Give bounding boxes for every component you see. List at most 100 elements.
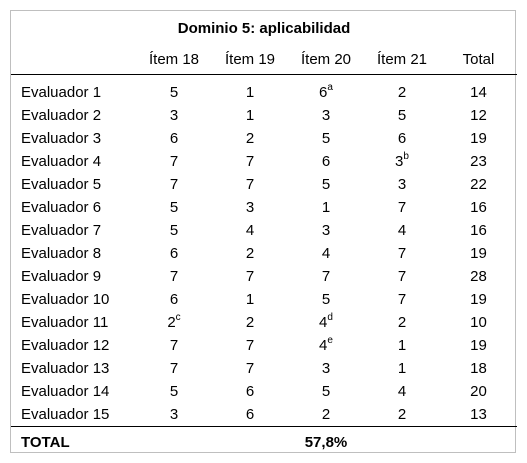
score-value: 7	[245, 337, 255, 354]
score-value: 13	[470, 406, 487, 423]
score-value: 3	[397, 176, 407, 193]
score-cell: 7	[364, 196, 440, 219]
score-value: 7	[245, 176, 255, 193]
score-value: 4	[245, 222, 255, 239]
score-cell: 7	[212, 334, 288, 357]
score-value: 2	[397, 83, 407, 101]
table-row: Evaluador 9 7 7 7 7 28	[11, 265, 517, 288]
total-empty-cell	[364, 426, 518, 457]
row-total-cell: 14	[440, 75, 517, 105]
total-row: TOTAL 57,8%	[11, 426, 518, 457]
score-value: 4	[397, 222, 407, 239]
score-value: 5	[169, 83, 179, 101]
score-value: 6	[397, 130, 407, 147]
score-value: 16	[470, 222, 487, 239]
total-percentage: 57,8%	[288, 426, 364, 457]
evaluator-label: Evaluador 7	[21, 222, 102, 239]
row-total-cell: 19	[440, 127, 517, 150]
score-value: 3	[169, 406, 179, 423]
score-value: 4	[319, 314, 328, 331]
score-value: 5	[397, 107, 407, 124]
table-row: Evaluador 14 5 6 5 4 20	[11, 380, 517, 403]
score-value: 2	[167, 314, 176, 331]
score-value: 6	[245, 383, 255, 400]
evaluator-label: Evaluador 9	[21, 268, 102, 285]
score-value: 2	[245, 314, 255, 331]
score-cell: 6	[364, 127, 440, 150]
score-cell: 6a	[288, 75, 364, 105]
score-value: 3	[245, 199, 255, 216]
score-value: 2	[245, 130, 255, 147]
score-cell: 7	[288, 265, 364, 288]
score-cell: 2	[364, 75, 440, 105]
score-cell: 1	[288, 196, 364, 219]
score-value: 5	[321, 291, 331, 308]
score-cell: 6	[136, 288, 212, 311]
table-row: Evaluador 2 3 1 3 5 12	[11, 104, 517, 127]
table-row: Evaluador 15 3 6 2 2 13	[11, 403, 517, 427]
score-value: 3	[395, 153, 404, 170]
footnote-marker: e	[327, 335, 333, 346]
score-cell: 7	[136, 265, 212, 288]
score-value: 7	[397, 199, 407, 216]
evaluator-label: Evaluador 10	[21, 291, 110, 308]
score-value: 20	[470, 383, 487, 400]
score-cell: 4	[212, 219, 288, 242]
row-total-cell: 12	[440, 104, 517, 127]
evaluator-label: Evaluador 14	[21, 383, 110, 400]
score-cell: 1	[364, 357, 440, 380]
table-row: Evaluador 13 7 7 3 1 18	[11, 357, 517, 380]
score-cell: 2	[364, 311, 440, 334]
score-cell: 2	[212, 127, 288, 150]
score-value: 28	[470, 268, 487, 285]
header-item-21: Ítem 21	[364, 45, 440, 75]
score-value: 19	[470, 337, 487, 354]
row-total-cell: 19	[440, 242, 517, 265]
score-cell: 3	[364, 173, 440, 196]
score-value: 16	[470, 199, 487, 216]
row-total-cell: 28	[440, 265, 517, 288]
score-cell: 5	[288, 380, 364, 403]
score-cell: 5	[136, 219, 212, 242]
score-cell: 2	[364, 403, 440, 427]
header-item-20: Ítem 20	[288, 45, 364, 75]
score-value: 4	[397, 383, 407, 400]
header-empty-cell	[11, 45, 136, 75]
score-value: 2	[397, 406, 407, 423]
score-value: 7	[169, 360, 179, 377]
score-value: 5	[169, 222, 179, 239]
score-cell: 2	[288, 403, 364, 427]
score-value: 5	[321, 130, 331, 147]
score-value: 7	[245, 268, 255, 285]
row-total-cell: 13	[440, 403, 517, 427]
table-row: Evaluador 6 5 3 1 7 16	[11, 196, 517, 219]
score-cell: 7	[136, 173, 212, 196]
score-value: 23	[470, 153, 487, 170]
score-cell: 7	[136, 334, 212, 357]
score-value: 14	[470, 83, 487, 101]
total-empty-cell	[136, 426, 288, 457]
evaluator-label: Evaluador 2	[21, 107, 102, 124]
score-value: 19	[470, 130, 487, 147]
footnote-marker: c	[175, 312, 181, 323]
score-value: 6	[319, 83, 328, 101]
evaluation-table-frame: Dominio 5: aplicabilidad Ítem 18 Ítem 19…	[10, 10, 518, 457]
footnote-marker: d	[327, 312, 333, 323]
score-value: 12	[470, 107, 487, 124]
score-cell: 3	[288, 104, 364, 127]
row-total-cell: 16	[440, 196, 517, 219]
score-cell: 6	[212, 380, 288, 403]
score-value: 22	[470, 176, 487, 193]
score-cell: 5	[288, 288, 364, 311]
evaluator-label: Evaluador 12	[21, 337, 110, 354]
score-cell: 3b	[364, 150, 440, 173]
score-value: 5	[321, 383, 331, 400]
table-row: Evaluador 8 6 2 4 7 19	[11, 242, 517, 265]
score-value: 7	[169, 268, 179, 285]
evaluator-label: Evaluador 1	[21, 83, 102, 101]
score-value: 5	[169, 383, 179, 400]
score-value: 3	[321, 222, 331, 239]
score-cell: 3	[288, 357, 364, 380]
score-cell: 5	[136, 196, 212, 219]
score-value: 5	[321, 176, 331, 193]
